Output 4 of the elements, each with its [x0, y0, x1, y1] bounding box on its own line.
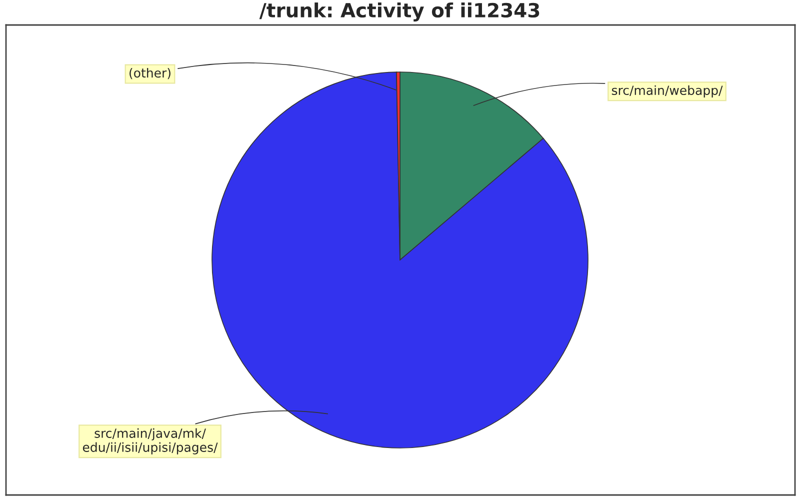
- slice-label: src/main/webapp/: [612, 85, 723, 98]
- slice-label: src/main/java/mk/ edu/ii/isii/upisi/pages/: [82, 428, 218, 454]
- slice-label: (other): [130, 68, 170, 80]
- chart-title: /trunk: Activity of ii12343: [259, 2, 540, 22]
